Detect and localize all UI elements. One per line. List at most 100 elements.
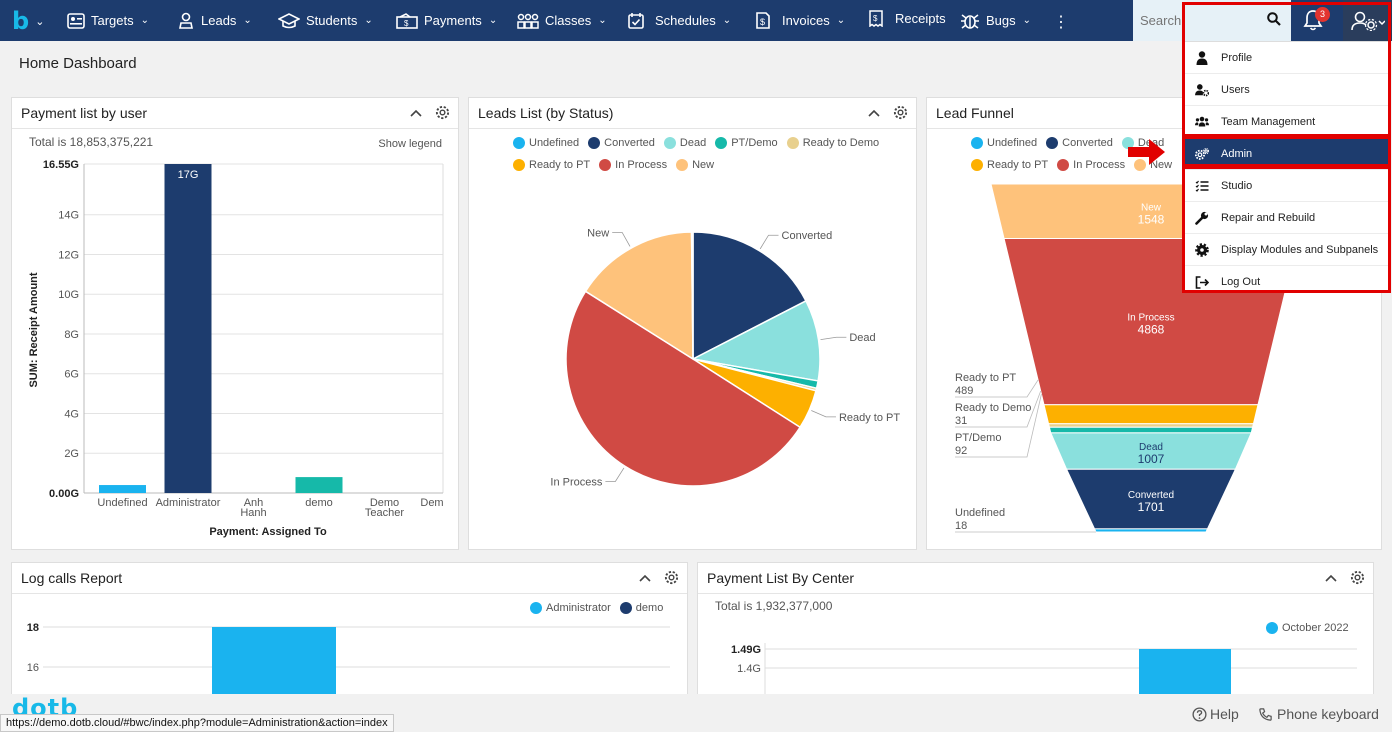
menu-item-display-modules[interactable]: Display Modules and Subpanels	[1184, 234, 1389, 266]
users-gear-icon	[1195, 83, 1209, 97]
legend-dot	[619, 602, 632, 614]
panel-controls	[409, 105, 450, 120]
chevron-down-icon: ⌄	[488, 15, 498, 26]
legend-label: In Process	[615, 159, 668, 171]
pie-slice-label: Converted	[782, 230, 833, 242]
gear-icon[interactable]	[893, 105, 908, 120]
legend-item[interactable]: Dead	[663, 132, 706, 154]
gear-icon[interactable]	[435, 105, 450, 120]
nav-students[interactable]: Students ⌄	[278, 0, 373, 41]
nav-payments[interactable]: $ Payments ⌄	[396, 0, 497, 41]
search-icon[interactable]	[1267, 12, 1281, 31]
legend-dot	[1046, 137, 1059, 149]
nav-label: Classes	[545, 13, 592, 28]
legend-item[interactable]: In Process	[599, 154, 667, 176]
collapse-icon[interactable]	[1324, 571, 1338, 585]
legend-label: Ready to PT	[529, 159, 591, 171]
gear-icon[interactable]	[1350, 570, 1365, 585]
search-input[interactable]	[1133, 13, 1291, 28]
phone-keyboard-link[interactable]: Phone keyboard	[1258, 706, 1379, 722]
collapse-icon[interactable]	[867, 106, 881, 120]
legend-label: Converted	[604, 137, 655, 149]
x-tick-label: Undefined	[97, 497, 147, 509]
x-tick-label: demo	[305, 497, 333, 509]
nav-invoices[interactable]: $ Invoices ⌄	[754, 0, 845, 41]
app-logo-menu[interactable]: b ⌄	[12, 8, 52, 34]
legend-item[interactable]: Ready to PT	[513, 154, 590, 176]
funnel-leader-line	[955, 393, 1042, 458]
page-title: Home Dashboard	[19, 55, 137, 72]
pie-legend: Undefined Converted Dead PT/Demo Ready t…	[513, 132, 903, 176]
receipt-icon: $	[867, 10, 885, 28]
legend-item[interactable]: Administrator	[530, 597, 611, 619]
legend-item[interactable]: New	[1134, 154, 1172, 176]
collapse-icon[interactable]	[638, 571, 652, 585]
nav-receipts[interactable]: $ Receipts	[867, 0, 946, 39]
legend-item[interactable]: Converted	[1046, 132, 1113, 154]
gear-icon[interactable]	[664, 570, 679, 585]
legend-dot	[663, 137, 676, 149]
y-tick-label: 8G	[64, 329, 79, 341]
phone-keyboard-label: Phone keyboard	[1277, 706, 1379, 722]
help-link[interactable]: Help	[1192, 706, 1239, 722]
nav-schedules[interactable]: Schedules ⌄	[627, 0, 731, 41]
menu-item-label: Team Management	[1221, 115, 1316, 128]
svg-text:$: $	[760, 17, 765, 27]
legend-item[interactable]: October 2022	[1266, 617, 1349, 639]
menu-item-studio[interactable]: Studio	[1184, 170, 1389, 202]
funnel-stage-label: Converted	[1128, 490, 1174, 501]
menu-item-log-out[interactable]: Log Out	[1184, 266, 1389, 298]
funnel-side-value: 31	[955, 415, 967, 427]
bar	[164, 164, 212, 493]
legend-item[interactable]: In Process	[1057, 154, 1125, 176]
funnel-side-label: Ready to Demo	[955, 402, 1031, 414]
menu-item-users[interactable]: Users	[1184, 74, 1389, 106]
nav-label: Bugs	[986, 13, 1016, 28]
legend-item[interactable]: PT/Demo	[715, 132, 778, 154]
legend-item[interactable]: Ready to Demo	[786, 132, 879, 154]
menu-item-profile[interactable]: Profile	[1184, 42, 1389, 74]
nav-label: Targets	[91, 13, 134, 28]
funnel-segment	[1047, 423, 1255, 428]
bug-icon	[960, 12, 980, 30]
legend-dot	[513, 159, 525, 171]
help-label: Help	[1210, 706, 1239, 722]
nav-targets[interactable]: Targets ⌄	[67, 0, 149, 41]
nav-classes[interactable]: Classes ⌄	[517, 0, 607, 41]
panel-title: Leads List (by Status)	[478, 105, 614, 121]
red-arrow-icon	[1128, 139, 1165, 165]
menu-item-repair-rebuild[interactable]: Repair and Rebuild	[1184, 202, 1389, 234]
legend-dot	[513, 137, 525, 149]
more-menu-icon[interactable]: ⋮	[1053, 14, 1069, 31]
user-menu-button[interactable]	[1343, 0, 1392, 41]
legend-item[interactable]: Converted	[588, 132, 655, 154]
pie-slice	[690, 231, 694, 360]
y-tick-label: 14G	[58, 210, 79, 222]
gear-icon	[1195, 242, 1209, 257]
show-legend-link[interactable]: Show legend	[378, 138, 442, 150]
total-text: Total is 18,853,375,221	[29, 135, 154, 149]
legend-item[interactable]: Undefined	[971, 132, 1037, 154]
graduation-cap-icon	[278, 12, 300, 30]
pie-leader-line	[811, 410, 836, 418]
menu-item-team-management[interactable]: Team Management	[1184, 106, 1389, 138]
funnel-legend: Undefined Converted Dead Ready to PT In …	[971, 132, 1191, 176]
chevron-down-icon: ⌄	[1022, 15, 1032, 26]
panel-title: Payment list by user	[21, 105, 148, 121]
search-box	[1133, 0, 1291, 41]
menu-item-admin[interactable]: Admin	[1184, 138, 1389, 170]
notifications-button[interactable]: 3	[1303, 7, 1330, 31]
nav-bugs[interactable]: Bugs ⌄	[960, 0, 1031, 41]
panel-title: Log calls Report	[21, 570, 123, 586]
legend-label: Undefined	[529, 137, 580, 149]
legend-item[interactable]: Ready to PT	[971, 154, 1048, 176]
legend-item[interactable]: demo	[619, 597, 663, 619]
legend-item[interactable]: New	[676, 154, 714, 176]
nav-leads[interactable]: Leads ⌄	[177, 0, 252, 41]
legend-item[interactable]: Undefined	[513, 132, 579, 154]
leads-by-status-panel: Leads List (by Status) Undefined Convert…	[468, 97, 917, 550]
panel-header: Payment List By Center	[698, 563, 1373, 594]
collapse-icon[interactable]	[409, 106, 423, 120]
cogs-icon	[1195, 147, 1209, 161]
svg-text:$: $	[404, 19, 409, 28]
